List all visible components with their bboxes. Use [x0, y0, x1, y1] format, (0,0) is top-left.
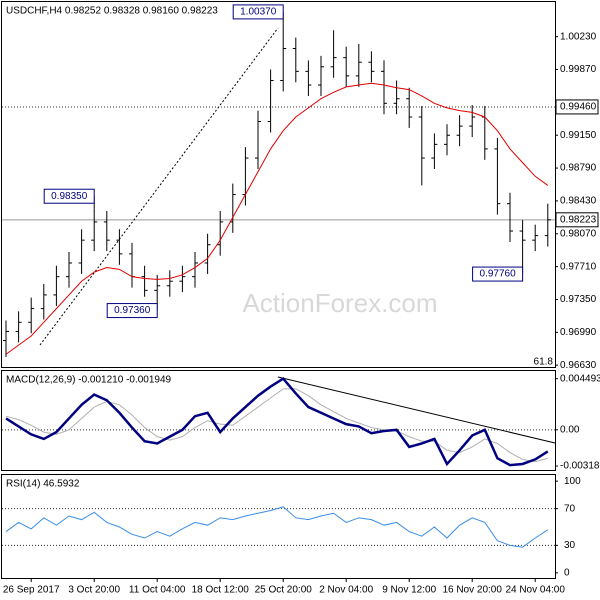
y-tick-label: 0.98070 — [560, 228, 597, 239]
annotation-box — [106, 303, 158, 319]
y-tick-label: 0.99150 — [560, 130, 597, 141]
level-label: 0.98223 — [560, 214, 597, 225]
level-box — [555, 99, 599, 115]
x-tick-label: 16 Nov 20:00 — [442, 585, 502, 596]
rsi-tick-label: 30 — [564, 540, 576, 551]
macd-line — [5, 376, 549, 467]
y-tick-label: 0.97710 — [560, 261, 597, 272]
rsi-tick-label: 0 — [564, 568, 570, 579]
y-tick-label: 0.97350 — [560, 294, 597, 305]
macd-title: MACD(12,26,9) -0.001210 -0.001949 — [6, 375, 172, 386]
annotation-label: 0.98350 — [51, 191, 88, 202]
y-tick-label: 0.98790 — [560, 163, 597, 174]
annotation-label: 0.97760 — [480, 269, 517, 280]
x-tick-label: 2 Nov 04:00 — [319, 585, 373, 596]
annotation-box — [43, 188, 95, 204]
rsi-tick-label: 100 — [564, 476, 581, 487]
level-box — [555, 212, 599, 228]
y-tick-label: 0.98430 — [560, 196, 597, 207]
x-tick-label: 25 Oct 20:00 — [255, 585, 313, 596]
x-tick-label: 3 Oct 20:00 — [68, 585, 120, 596]
fib-label: 61.8 — [534, 357, 554, 368]
x-tick-label: 9 Nov 12:00 — [382, 585, 436, 596]
macd-tick-label: 0.00 — [560, 424, 580, 435]
moving-average — [5, 82, 549, 355]
price-panel — [1, 1, 556, 368]
y-tick-label: 1.00230 — [560, 31, 597, 42]
annotation-box — [232, 4, 284, 20]
watermark: ActionForex.com — [242, 288, 437, 318]
macd-tick-label: -0.003186 — [560, 461, 600, 472]
annotation-label: 0.97360 — [114, 305, 151, 316]
macd-tick-label: 0.004493 — [560, 373, 600, 384]
y-tick-label: 0.99870 — [560, 64, 597, 75]
macd-trend-line — [277, 376, 556, 444]
x-tick-label: 26 Sep 2017 — [3, 585, 60, 596]
rsi-title: RSI(14) 46.5932 — [6, 479, 80, 490]
annotation-label: 1.00370 — [240, 7, 277, 18]
x-tick-label: 11 Oct 04:00 — [129, 585, 186, 596]
y-tick-label: 0.96630 — [560, 360, 597, 371]
chart-title: USDCHF,H4 0.98252 0.98328 0.98160 0.9822… — [6, 6, 218, 17]
x-tick-label: 18 Oct 12:00 — [192, 585, 250, 596]
level-label: 0.99460 — [560, 102, 597, 113]
rsi-panel — [1, 474, 556, 579]
rsi-tick-label: 70 — [564, 503, 576, 514]
rsi-line — [5, 506, 549, 548]
annotation-box — [472, 266, 524, 282]
macd-panel — [1, 370, 556, 471]
x-tick-label: 24 Nov 04:00 — [505, 585, 565, 596]
y-tick-label: 0.96990 — [560, 327, 597, 338]
